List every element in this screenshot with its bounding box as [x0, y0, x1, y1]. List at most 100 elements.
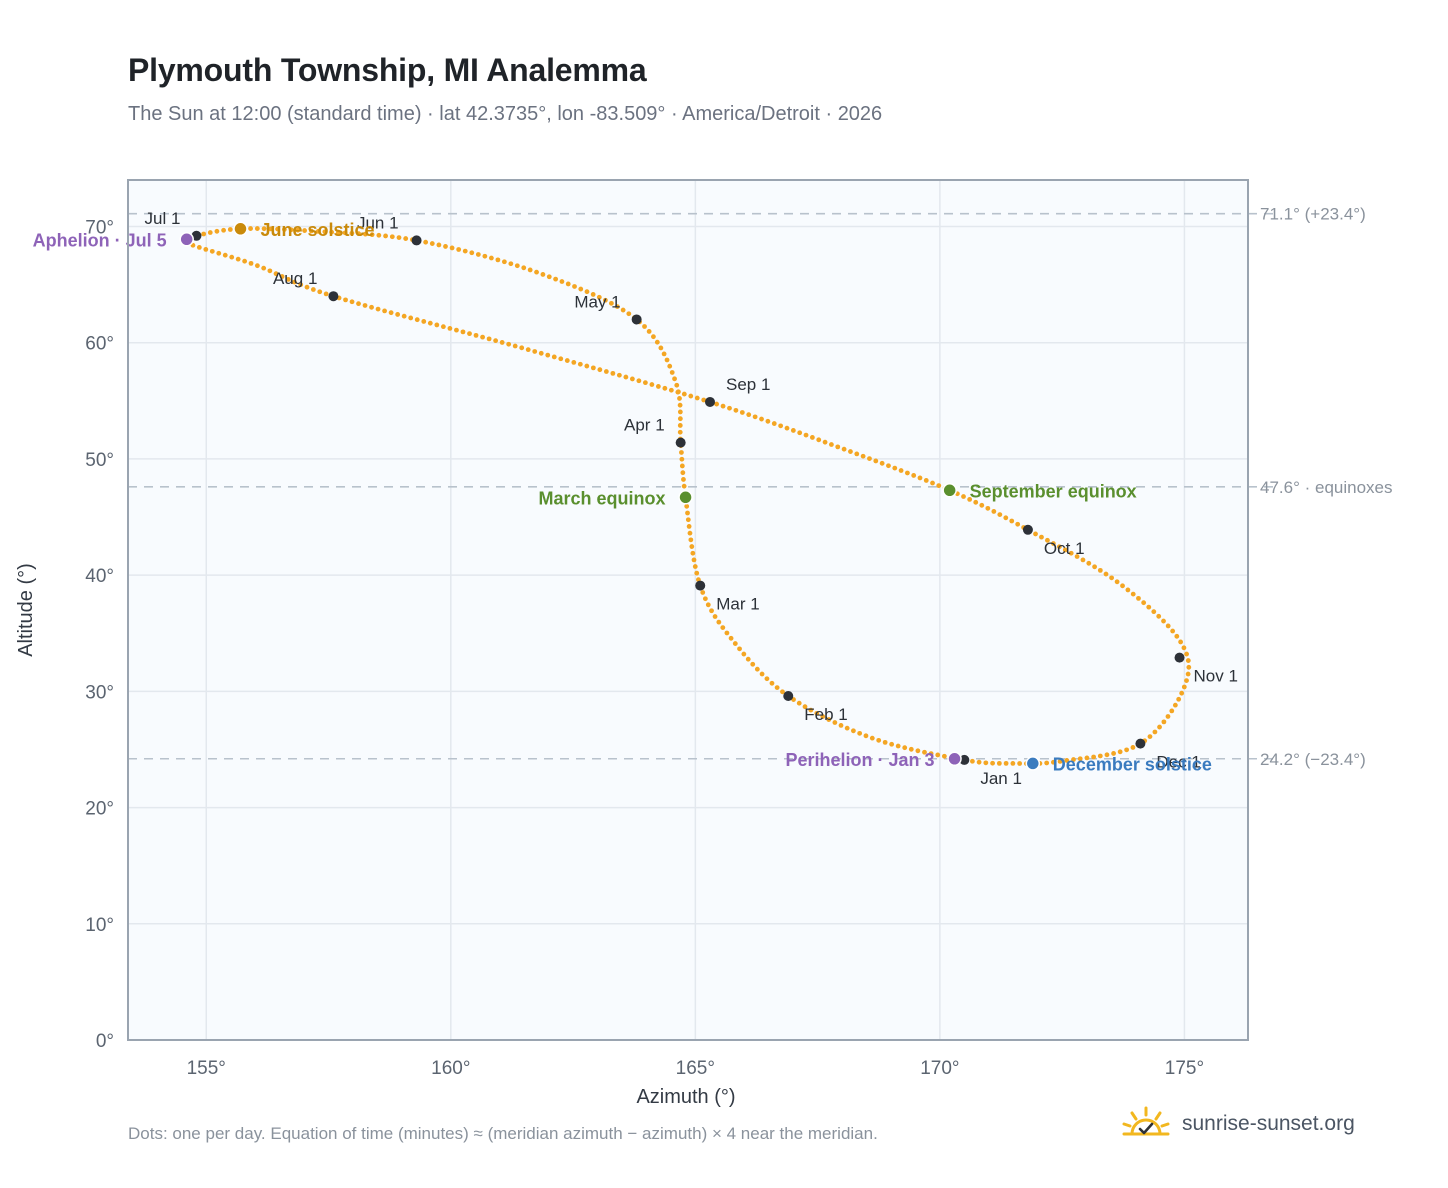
daily-sun-dot — [1146, 604, 1152, 610]
daily-sun-dot — [1136, 595, 1141, 601]
daily-sun-dot — [292, 279, 297, 285]
daily-sun-dot — [447, 325, 453, 331]
month-marker — [675, 437, 686, 448]
daily-sun-dot — [302, 228, 308, 233]
daily-sun-dot — [1086, 560, 1092, 566]
daily-sun-dot — [388, 310, 394, 316]
daily-sun-dot — [1077, 756, 1083, 762]
daily-sun-dot — [401, 313, 407, 319]
x-axis-title: Azimuth (°) — [636, 1086, 735, 1108]
daily-sun-dot — [343, 297, 348, 303]
daily-sun-dot — [1186, 664, 1192, 670]
daily-sun-dot — [1003, 760, 1009, 766]
daily-sun-dot — [1181, 684, 1187, 690]
daily-sun-dot — [687, 530, 693, 536]
daily-sun-dot — [1152, 729, 1158, 735]
daily-sun-dot — [534, 269, 539, 275]
daily-sun-dot — [720, 403, 726, 409]
chart-subtitle: The Sun at 12:00 (standard time) · lat 4… — [128, 103, 883, 125]
daily-sun-dot — [784, 425, 790, 431]
month-marker-label: Sep 1 — [726, 375, 770, 394]
daily-sun-dot — [996, 760, 1002, 766]
daily-sun-dot — [688, 537, 694, 543]
daily-sun-dot — [677, 416, 683, 422]
daily-sun-dot — [610, 370, 616, 376]
event-marker — [1025, 756, 1041, 771]
daily-sun-dot — [642, 380, 648, 386]
daily-sun-dot — [928, 751, 934, 757]
daily-sun-dot — [674, 382, 680, 388]
daily-sun-dot — [629, 376, 635, 382]
daily-sun-dot — [814, 710, 820, 716]
daily-sun-dot — [838, 722, 844, 728]
daily-sun-dot — [590, 292, 596, 297]
daily-sun-dot — [493, 338, 499, 344]
x-tick-label: 160° — [431, 1058, 470, 1079]
daily-sun-dot — [546, 274, 552, 280]
daily-sun-dot — [642, 324, 647, 329]
daily-sun-dot — [221, 227, 226, 233]
daily-sun-dot — [936, 483, 942, 489]
daily-sun-dot — [254, 263, 260, 269]
daily-sun-dot — [701, 397, 707, 403]
daily-sun-dot — [895, 743, 901, 749]
brand-text: sunrise-sunset.org — [1182, 1112, 1355, 1135]
daily-sun-dot — [1050, 759, 1056, 765]
daily-sun-dot — [436, 242, 442, 248]
daily-sun-dot — [1044, 760, 1050, 766]
brand[interactable]: sunrise-sunset.org — [1120, 1102, 1390, 1146]
month-marker-label: Oct 1 — [1044, 539, 1085, 558]
daily-sun-dot — [559, 279, 565, 284]
daily-sun-dot — [651, 334, 656, 340]
daily-sun-dot — [362, 303, 368, 308]
daily-sun-dot — [564, 358, 570, 363]
daily-sun-dot — [1130, 591, 1136, 597]
daily-sun-dot — [1045, 537, 1050, 543]
daily-sun-dot — [816, 437, 822, 443]
daily-sun-dot — [654, 339, 660, 345]
daily-sun-dot — [857, 730, 863, 736]
daily-sun-dot — [694, 395, 700, 401]
month-marker — [1174, 652, 1185, 663]
month-marker — [1135, 738, 1146, 749]
daily-sun-dot — [778, 423, 784, 429]
daily-sun-dot — [488, 255, 494, 261]
daily-sun-dot — [1147, 734, 1153, 739]
event-marker — [942, 483, 957, 498]
daily-sun-dot — [1010, 761, 1016, 766]
y-tick-label: 10° — [85, 915, 114, 936]
daily-sun-dot — [551, 354, 557, 360]
daily-sun-dot — [898, 468, 904, 473]
daily-sun-dot — [1179, 690, 1185, 696]
event-label: September equinox — [970, 481, 1137, 501]
daily-sun-dot — [1114, 579, 1120, 585]
daily-sun-dot — [369, 304, 374, 310]
daily-sun-dot — [686, 524, 692, 529]
daily-sun-dot — [462, 248, 468, 254]
month-marker — [705, 396, 716, 407]
daily-sun-dot — [741, 651, 747, 657]
daily-sun-dot — [540, 272, 546, 277]
daily-sun-dot — [973, 499, 979, 505]
daily-sun-dot — [1170, 628, 1176, 634]
daily-sun-dot — [826, 717, 832, 722]
plot-area — [128, 180, 1248, 1040]
daily-sun-dot — [879, 460, 885, 466]
daily-sun-dot — [571, 360, 577, 365]
daily-sun-dot — [427, 320, 433, 326]
daily-sun-dot — [679, 450, 684, 455]
daily-sun-dot — [434, 322, 440, 328]
daily-sun-dot — [288, 227, 294, 233]
daily-sun-dot — [396, 235, 402, 240]
daily-sun-dot — [961, 494, 966, 499]
daily-sun-dot — [728, 635, 734, 641]
daily-sun-dot — [709, 608, 714, 614]
x-tick-label: 175° — [1165, 1058, 1204, 1079]
daily-sun-dot — [700, 590, 706, 595]
daily-sun-dot — [227, 227, 233, 232]
daily-sun-dot — [1109, 575, 1115, 581]
daily-sun-dot — [602, 297, 608, 303]
daily-sun-dot — [389, 234, 395, 240]
month-marker — [1022, 524, 1033, 535]
